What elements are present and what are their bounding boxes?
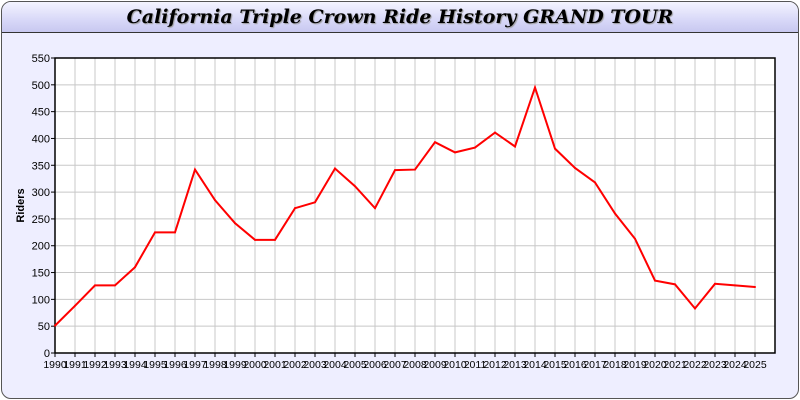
y-tick-label: 550: [32, 53, 50, 65]
y-tick-label: 500: [32, 80, 50, 92]
data-point: [514, 145, 516, 148]
data-point: [414, 168, 416, 171]
data-point: [614, 212, 616, 215]
x-tick-label: 2021: [663, 359, 687, 371]
data-point: [274, 238, 276, 241]
x-tick-label: 2003: [303, 359, 327, 371]
y-tick-label: 50: [38, 321, 50, 333]
data-point: [394, 169, 396, 172]
x-tick-label: 2019: [623, 359, 647, 371]
x-tick-label: 2012: [483, 359, 507, 371]
data-point: [754, 286, 756, 289]
data-point: [234, 222, 236, 225]
x-tick-label: 2017: [583, 359, 607, 371]
y-tick-label: 450: [32, 107, 50, 119]
data-point: [714, 282, 716, 285]
data-point: [334, 167, 336, 170]
x-tick-label: 2013: [503, 359, 527, 371]
data-point: [134, 266, 136, 269]
x-tick-label: 2002: [283, 359, 307, 371]
y-axis-label: Riders: [15, 188, 27, 222]
x-tick-label: 2015: [543, 359, 567, 371]
x-tick-label: 2007: [383, 359, 407, 371]
data-point: [374, 207, 376, 210]
y-tick-label: 400: [32, 133, 50, 145]
chart-title: California Triple Crown Ride History GRA…: [126, 6, 674, 28]
data-point: [574, 166, 576, 169]
x-tick-label: 1990: [43, 359, 67, 371]
data-point: [654, 279, 656, 282]
x-tick-label: 2023: [703, 359, 727, 371]
plot-border: [54, 57, 776, 354]
data-point: [254, 238, 256, 241]
x-tick-label: 2005: [343, 359, 367, 371]
y-tick-label: 150: [32, 268, 50, 280]
x-tick-label: 2020: [643, 359, 667, 371]
y-tick-label: 350: [32, 160, 50, 172]
x-tick-label: 1998: [203, 359, 227, 371]
data-point: [214, 199, 216, 202]
data-point: [734, 284, 736, 287]
x-tick-label: 2008: [403, 359, 427, 371]
x-tick-label: 2004: [323, 359, 347, 371]
data-point: [454, 151, 456, 154]
data-point: [354, 185, 356, 188]
data-point: [634, 237, 636, 240]
data-point: [74, 304, 76, 307]
data-point: [294, 207, 296, 210]
x-tick-label: 2010: [443, 359, 467, 371]
x-tick-label: 1993: [103, 359, 127, 371]
x-tick-label: 1997: [183, 359, 207, 371]
x-tick-label: 2022: [683, 359, 707, 371]
data-point: [494, 131, 496, 134]
data-point: [54, 324, 56, 327]
x-tick-label: 2011: [464, 359, 487, 371]
data-point: [674, 283, 676, 286]
data-point: [694, 307, 696, 310]
x-tick-label: 2018: [603, 359, 627, 371]
data-point: [194, 168, 196, 171]
x-tick-label: 2006: [363, 359, 387, 371]
x-tick-label: 1999: [223, 359, 247, 371]
x-tick-label: 1996: [163, 359, 187, 371]
x-tick-label: 2025: [743, 359, 767, 371]
x-tick-label: 2016: [563, 359, 587, 371]
x-tick-label: 1995: [143, 359, 167, 371]
x-tick-label: 2009: [423, 359, 447, 371]
x-tick-label: 2014: [523, 359, 547, 371]
y-tick-label: 200: [32, 241, 50, 253]
data-point: [434, 141, 436, 144]
y-tick-label: 300: [32, 187, 50, 199]
y-tick-label: 0: [44, 348, 50, 360]
x-tick-label: 2024: [723, 359, 747, 371]
title-bar: California Triple Crown Ride History GRA…: [2, 2, 798, 33]
data-point: [94, 284, 96, 287]
data-point: [594, 181, 596, 184]
x-tick-label: 1994: [123, 359, 147, 371]
y-tick-label: 100: [32, 294, 50, 306]
x-tick-label: 1992: [83, 359, 107, 371]
x-tick-label: 2001: [263, 359, 287, 371]
data-point: [314, 201, 316, 204]
data-line: [54, 84, 756, 327]
data-point: [154, 231, 156, 234]
data-point: [474, 146, 476, 149]
data-point: [114, 284, 116, 287]
x-tick-label: 1991: [63, 359, 87, 371]
x-tick-label: 2000: [243, 359, 267, 371]
y-tick-label: 250: [32, 214, 50, 226]
data-point: [174, 231, 176, 234]
data-point: [554, 147, 556, 150]
data-point: [534, 86, 536, 89]
